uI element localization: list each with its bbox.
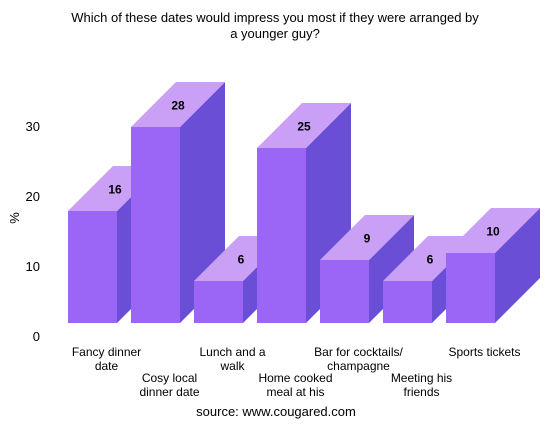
bar-front-4: [257, 148, 306, 323]
bar-5: 9: [320, 215, 414, 323]
chart-title-line-2: a younger guy?: [230, 26, 320, 41]
category-label-3-line-2: walk: [219, 359, 245, 373]
chart-title: Which of these dates would impress you m…: [71, 10, 479, 41]
category-label-3-line-1: Lunch and a: [199, 345, 265, 359]
bar-front-2: [131, 127, 180, 323]
bar-side-7: [495, 208, 540, 323]
bar-top-4: [257, 103, 351, 148]
category-label-7-line-1: Sports tickets: [448, 345, 520, 359]
category-label-6-line-1: Meeting his: [391, 371, 452, 385]
category-label-5-line-1: Bar for cocktails/: [314, 345, 403, 359]
data-label-3: 6: [238, 253, 245, 267]
bar-front-1: [68, 211, 117, 323]
bar-front-3: [194, 281, 243, 323]
bar-front-5: [320, 260, 369, 323]
data-label-1: 16: [108, 183, 122, 197]
data-label-2: 28: [171, 99, 185, 113]
bar-top-2: [131, 82, 225, 127]
data-label-7: 10: [486, 225, 500, 239]
bar-7: 10: [446, 208, 540, 323]
category-label-6: Meeting his friends: [391, 371, 452, 399]
data-label-5: 9: [364, 232, 371, 246]
bar-top-7: [446, 208, 540, 253]
bar-front-7: [446, 253, 495, 323]
y-tick-10: 10: [26, 259, 40, 274]
y-tick-20: 20: [26, 189, 40, 204]
y-tick-30: 30: [26, 119, 40, 134]
category-label-7: Sports tickets: [448, 345, 520, 359]
bar-front-6: [383, 281, 432, 323]
bars: 16 28 6 25 9 6 10: [68, 82, 540, 323]
category-label-3: Lunch and a walk: [199, 345, 265, 373]
data-label-6: 6: [427, 253, 434, 267]
category-label-1: Fancy dinner date: [72, 345, 141, 373]
category-label-6-line-2: friends: [403, 385, 439, 399]
category-label-4-line-2: meal at his: [266, 385, 324, 399]
y-axis-ticks: 0 10 20 30: [26, 119, 40, 344]
y-axis-label: %: [7, 212, 22, 224]
bar-side-5: [369, 215, 414, 323]
category-label-2-line-1: Cosy local: [142, 371, 197, 385]
category-label-4-line-1: Home cooked: [258, 371, 332, 385]
chart-title-line-1: Which of these dates would impress you m…: [71, 10, 479, 25]
source-note: source: www.cougared.com: [196, 404, 356, 419]
bar-top-5: [320, 215, 414, 260]
category-label-2-line-2: dinner date: [139, 385, 199, 399]
category-label-5: Bar for cocktails/champagne: [314, 345, 403, 373]
category-label-5-line-2: champagne: [327, 359, 390, 373]
y-tick-0: 0: [33, 329, 40, 344]
category-label-2: Cosy local dinner date: [139, 371, 199, 399]
category-label-4: Home cooked meal at his: [258, 371, 332, 399]
category-label-1-line-1: Fancy dinner: [72, 345, 141, 359]
data-label-4: 25: [297, 120, 311, 134]
category-label-1-line-2: date: [95, 359, 119, 373]
